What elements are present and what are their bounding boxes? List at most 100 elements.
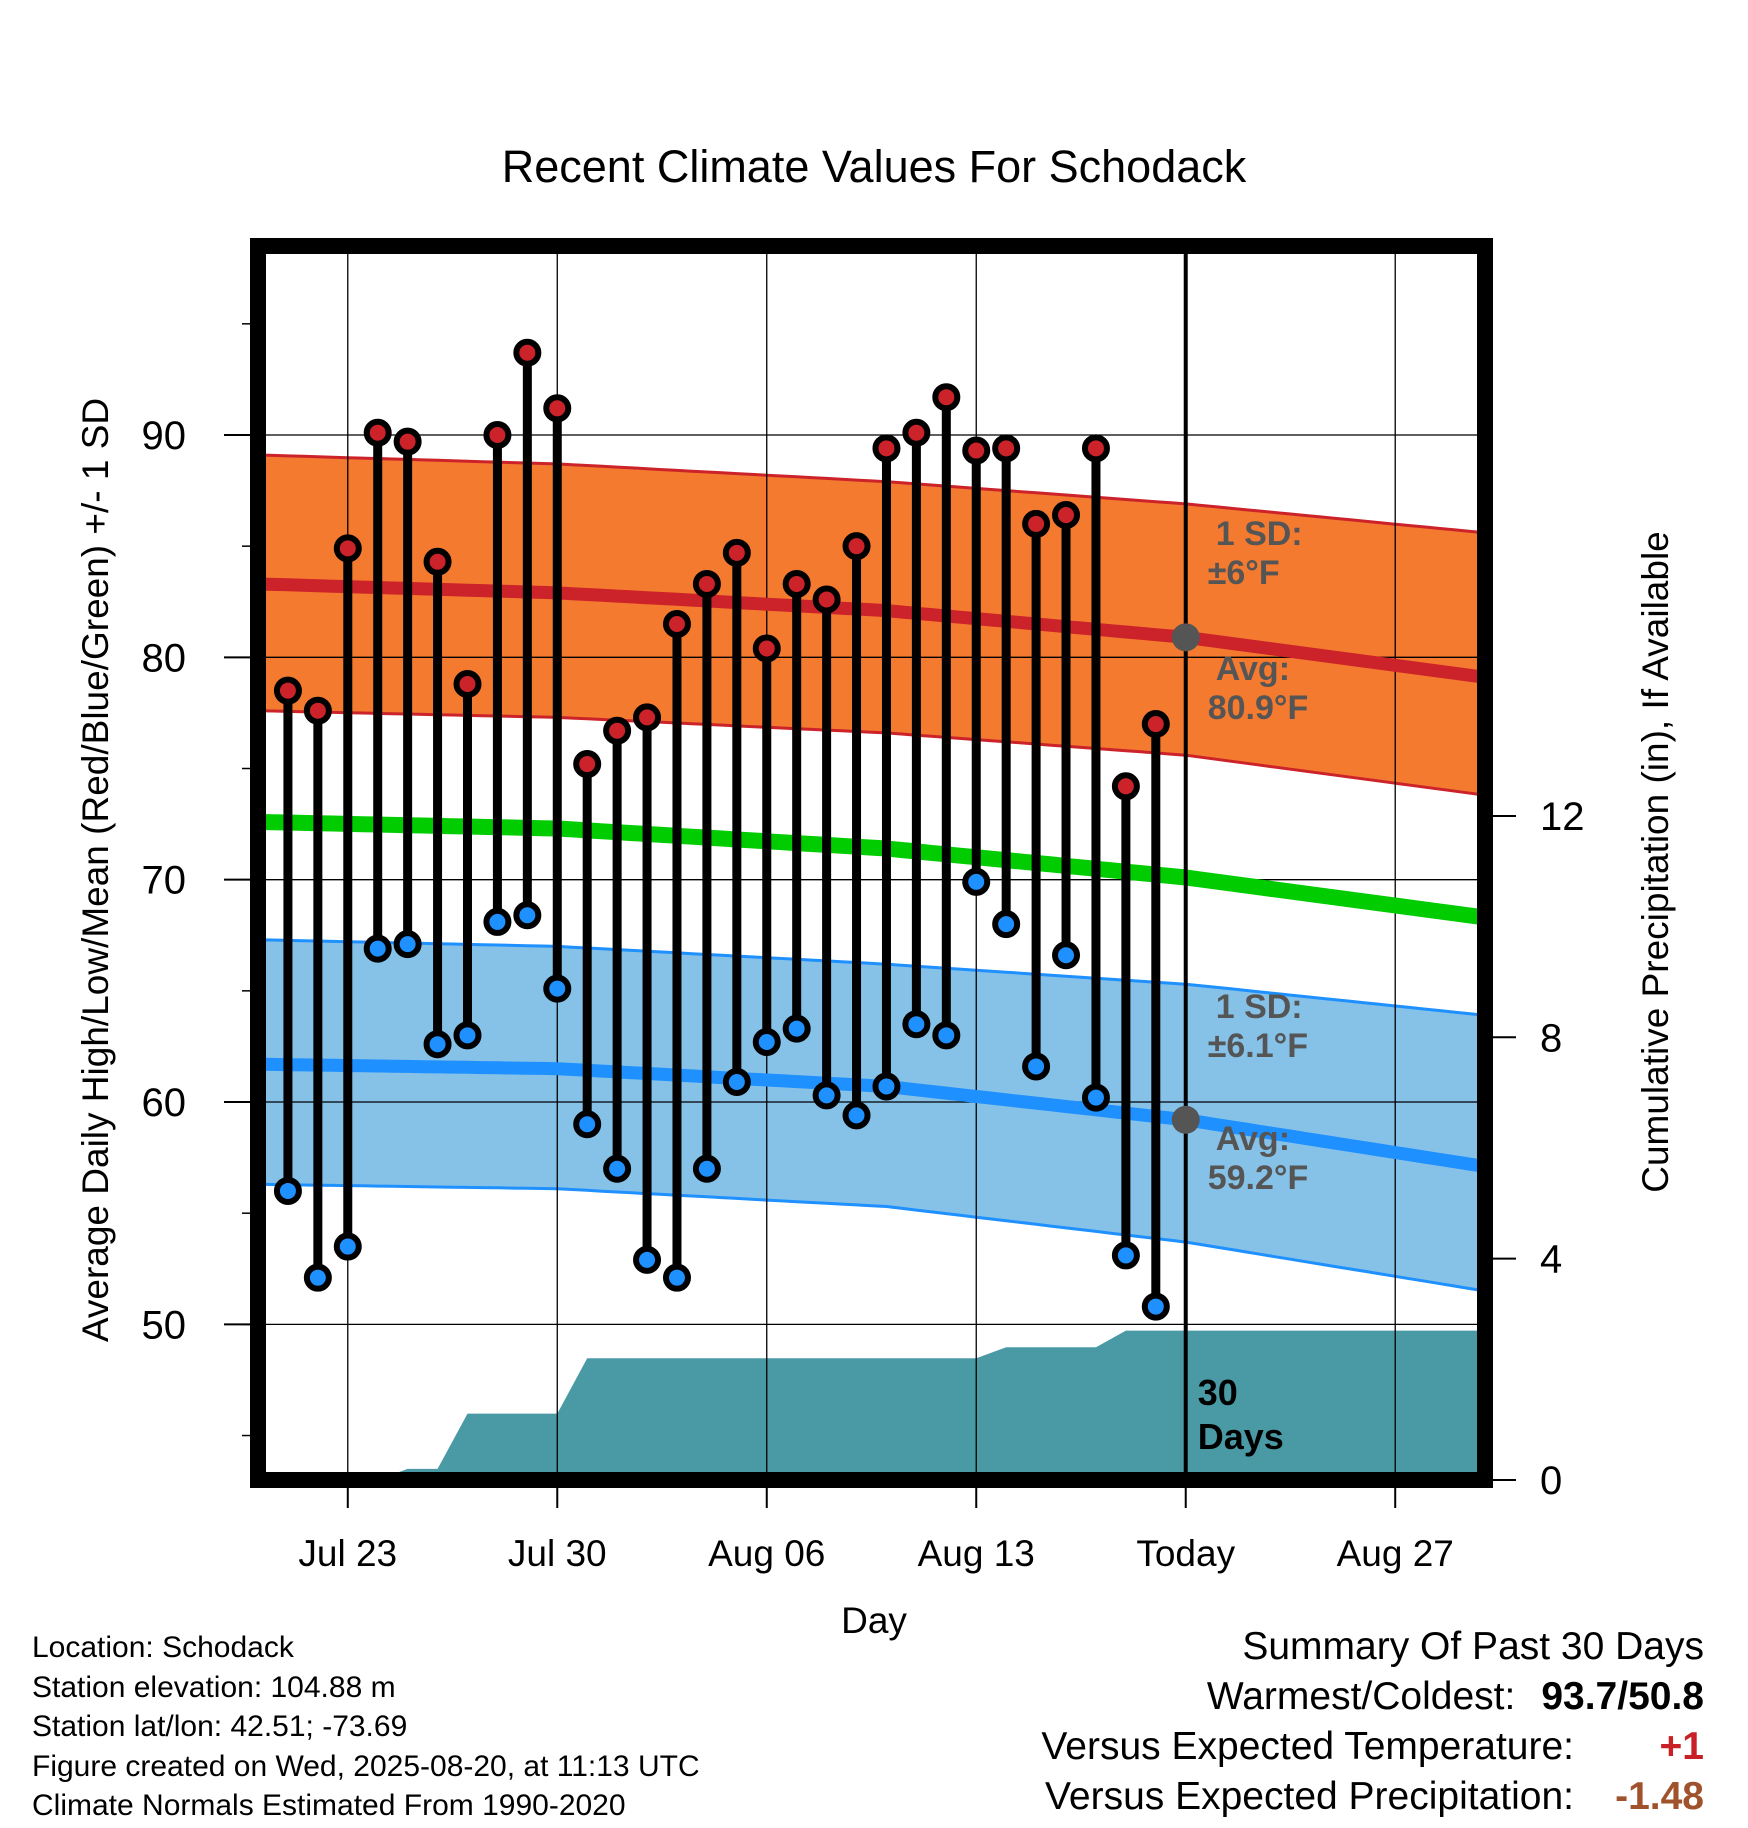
high-point — [543, 394, 572, 423]
high-point — [423, 547, 452, 576]
temp-value: +1 — [1659, 1725, 1704, 1768]
low-point — [752, 1027, 781, 1056]
low-point — [513, 901, 542, 930]
y-axis-label: Average Daily High/Low/Mean (Red/Blue/Gr… — [75, 398, 116, 1342]
high-point — [662, 609, 691, 638]
y-tick-label: 50 — [142, 1303, 187, 1347]
y-tick-label: 70 — [142, 859, 187, 903]
high-point — [1141, 710, 1170, 739]
low-point — [662, 1263, 691, 1292]
high-point — [692, 569, 721, 598]
latlon-text: Station lat/lon: 42.51; -73.69 — [32, 1710, 408, 1743]
high-point — [782, 569, 811, 598]
high-point — [363, 418, 392, 447]
x-tick-label: Aug 13 — [918, 1533, 1035, 1574]
high-point — [1111, 772, 1140, 801]
chart-title: Recent Climate Values For Schodack — [502, 141, 1247, 192]
temp-label: Versus Expected Temperature: — [1041, 1725, 1574, 1768]
normals-text: Climate Normals Estimated From 1990-2020 — [32, 1789, 626, 1822]
high-point — [483, 420, 512, 449]
plot-area — [258, 246, 1485, 1480]
x-tick-label: Jul 23 — [298, 1533, 397, 1574]
created-text: Figure created on Wed, 2025-08-20, at 11… — [32, 1749, 700, 1783]
high-avg-annotation: Avg: 80.9°F — [1208, 650, 1309, 727]
low-sd-band — [258, 939, 1485, 1291]
high-point — [932, 383, 961, 412]
high-point — [962, 436, 991, 465]
high-point — [633, 703, 662, 732]
x-tick-label: Aug 27 — [1337, 1533, 1454, 1574]
high-point — [872, 434, 901, 463]
x-tick-label: Today — [1136, 1533, 1235, 1574]
y-tick-label: 80 — [142, 636, 187, 680]
low-avg-annotation: Avg: 59.2°F — [1208, 1120, 1309, 1197]
low-point — [992, 910, 1021, 939]
low-point — [453, 1021, 482, 1050]
station-info: Location: Schodack Station elevation: 10… — [32, 1628, 700, 1826]
high-point — [1052, 501, 1081, 530]
low-sd-annotation: 1 SD: ±6.1°F — [1208, 988, 1308, 1065]
high-sd-annotation: 1 SD: ±6°F — [1208, 515, 1303, 592]
low-point — [1111, 1241, 1140, 1270]
low-point — [273, 1176, 302, 1205]
low-point — [902, 1010, 931, 1039]
low-point — [722, 1068, 751, 1097]
y2-tick-label: 8 — [1540, 1016, 1562, 1060]
high-point — [902, 418, 931, 447]
plot-frame — [250, 238, 1493, 1488]
y2-axis-label: Cumulative Precipitation (in), If Availa… — [1635, 531, 1676, 1193]
low-point — [363, 934, 392, 963]
low-point — [603, 1154, 632, 1183]
high-point — [603, 716, 632, 745]
high-point — [722, 538, 751, 567]
low-point — [423, 1030, 452, 1059]
summary-title: Summary Of Past 30 Days — [1242, 1625, 1704, 1668]
low-point — [812, 1081, 841, 1110]
summary-warm-cold: Warmest/Coldest: 93.7/50.8 — [1041, 1672, 1704, 1722]
precip-label: Versus Expected Precipitation: — [1045, 1775, 1574, 1818]
low-point — [393, 930, 422, 959]
summary-panel: Summary Of Past 30 Days Warmest/Coldest:… — [1041, 1622, 1704, 1822]
low-point — [483, 907, 512, 936]
precip-area — [258, 1330, 1485, 1480]
elevation-text: Station elevation: 104.88 m — [32, 1670, 396, 1704]
low-point — [333, 1232, 362, 1261]
low-point — [782, 1014, 811, 1043]
high-point — [1022, 509, 1051, 538]
high-point — [333, 534, 362, 563]
low-normal-line — [258, 1057, 1485, 1173]
mean-normal-line — [258, 813, 1485, 926]
x-tick-label: Jul 30 — [508, 1533, 607, 1574]
low-band-upper-edge — [258, 938, 1485, 1017]
low-point — [692, 1154, 721, 1183]
high-point — [842, 532, 871, 561]
high-point — [513, 338, 542, 367]
high-sd-band — [258, 455, 1485, 796]
high-point — [393, 427, 422, 456]
y-tick-label: 60 — [142, 1081, 187, 1125]
low-point — [303, 1263, 332, 1292]
low-point — [1081, 1083, 1110, 1112]
y2-tick-label: 4 — [1540, 1238, 1562, 1282]
low-point — [543, 974, 572, 1003]
high-normal-line — [258, 577, 1485, 684]
high-point — [573, 750, 602, 779]
today-low-normal-marker — [1171, 1105, 1200, 1134]
high-band-upper-edge — [258, 453, 1485, 535]
summary-temp: Versus Expected Temperature: +1 — [1041, 1722, 1704, 1772]
warm-cold-value: 93.7/50.8 — [1541, 1675, 1704, 1718]
high-point — [812, 585, 841, 614]
high-band-lower-edge — [258, 709, 1485, 797]
low-band-lower-edge — [258, 1182, 1485, 1293]
low-point — [932, 1021, 961, 1050]
high-point — [303, 696, 332, 725]
x-tick-label: Aug 06 — [708, 1533, 825, 1574]
y2-tick-label: 12 — [1540, 795, 1585, 839]
y2-tick-label: 0 — [1540, 1459, 1562, 1503]
today-high-normal-marker — [1171, 623, 1200, 652]
low-point — [1141, 1292, 1170, 1321]
precip-value: -1.48 — [1615, 1775, 1704, 1818]
high-point — [752, 634, 781, 663]
location-text: Location: Schodack — [32, 1631, 294, 1664]
